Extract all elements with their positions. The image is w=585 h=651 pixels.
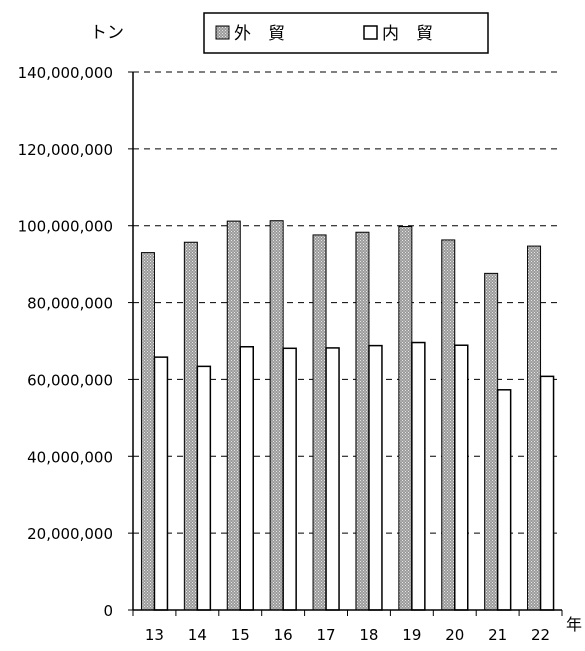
y-tick-label: 0 — [103, 602, 113, 620]
x-tick-label: 19 — [402, 626, 421, 644]
y-tick-label: 100,000,000 — [18, 218, 113, 236]
x-tick-label: 14 — [188, 626, 207, 644]
bar-domestic — [326, 348, 339, 610]
x-tick-label: 13 — [145, 626, 164, 644]
y-tick-label: 20,000,000 — [27, 525, 113, 543]
y-unit-label: トン — [90, 23, 124, 43]
x-unit-label: 年 — [566, 615, 582, 634]
legend-swatch-domestic — [364, 26, 377, 39]
bar-external — [184, 242, 197, 610]
y-tick-label: 120,000,000 — [18, 141, 113, 159]
bar-domestic — [541, 376, 554, 610]
y-tick-label: 80,000,000 — [27, 295, 113, 313]
x-tick-label: 21 — [488, 626, 507, 644]
x-tick-label: 16 — [274, 626, 293, 644]
x-tick-label: 22 — [531, 626, 550, 644]
x-tick-label: 20 — [445, 626, 464, 644]
x-tick-label: 18 — [359, 626, 378, 644]
bar-external — [313, 235, 326, 610]
bar-domestic — [369, 346, 382, 610]
bar-domestic — [240, 347, 253, 610]
bar-domestic — [498, 390, 511, 610]
x-tick-label: 17 — [317, 626, 336, 644]
legend-label-domestic: 内 貿 — [382, 24, 433, 44]
bar-domestic — [283, 348, 296, 610]
y-tick-label: 60,000,000 — [27, 371, 113, 389]
legend-swatch-external — [216, 26, 229, 39]
bar-domestic — [412, 343, 425, 610]
y-tick-label: 40,000,000 — [27, 448, 113, 466]
x-tick-label: 15 — [231, 626, 250, 644]
legend-label-external: 外 貿 — [234, 24, 285, 44]
bar-external — [141, 253, 154, 610]
bar-domestic — [154, 357, 167, 610]
bar-external — [442, 240, 455, 610]
bar-domestic — [197, 366, 210, 610]
y-tick-labels: 0 20,000,000 40,000,000 60,000,000 80,000,00… — [18, 64, 113, 620]
bar-external — [528, 246, 541, 610]
bars — [141, 221, 553, 610]
bar-external — [485, 273, 498, 610]
bar-domestic — [455, 345, 468, 610]
bar-external — [356, 232, 369, 610]
bar-external — [270, 221, 283, 610]
y-tick-label: 140,000,000 — [18, 64, 113, 82]
bar-external — [399, 226, 412, 610]
bar-external — [227, 221, 240, 610]
legend: 外 貿 内 貿 — [204, 13, 488, 53]
x-tick-labels: 13 14 15 16 17 18 19 20 21 22 — [145, 626, 550, 644]
